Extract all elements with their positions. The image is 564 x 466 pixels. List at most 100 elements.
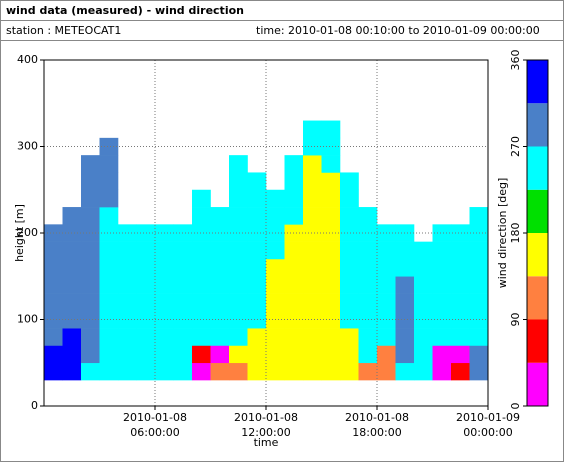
cell bbox=[432, 362, 452, 381]
cell bbox=[210, 258, 230, 277]
cell bbox=[321, 189, 341, 208]
cell bbox=[340, 362, 359, 381]
cell bbox=[62, 241, 82, 260]
cell bbox=[99, 155, 119, 173]
cell bbox=[358, 362, 378, 381]
cell bbox=[284, 293, 304, 312]
time-range: time: 2010-01-08 00:10:00 to 2010-01-09 … bbox=[256, 24, 540, 37]
cell bbox=[99, 189, 119, 208]
cell bbox=[44, 276, 63, 294]
x-tick-label: 2010-01-08 06:00:00 bbox=[123, 411, 187, 439]
y-tick-label: 100 bbox=[17, 313, 38, 326]
cell bbox=[99, 224, 119, 242]
cell bbox=[44, 345, 63, 364]
cell bbox=[340, 224, 359, 242]
cell bbox=[321, 137, 341, 156]
cell bbox=[451, 328, 470, 346]
colorbar-bin bbox=[527, 233, 548, 277]
cell bbox=[321, 276, 341, 294]
cell bbox=[432, 328, 452, 346]
cell bbox=[136, 362, 156, 381]
cell bbox=[266, 276, 285, 294]
cell bbox=[414, 328, 433, 346]
cell bbox=[136, 328, 156, 346]
cell bbox=[247, 189, 267, 208]
cell bbox=[451, 293, 470, 312]
cell bbox=[303, 241, 322, 260]
cell bbox=[99, 310, 119, 329]
cell bbox=[469, 224, 489, 242]
cell bbox=[469, 362, 489, 381]
cell bbox=[155, 293, 174, 312]
cell bbox=[173, 362, 193, 381]
cell bbox=[136, 276, 156, 294]
cell bbox=[303, 207, 322, 225]
colorbar-tick-label: 360 bbox=[509, 50, 522, 71]
cell bbox=[432, 310, 452, 329]
cell bbox=[247, 276, 267, 294]
cell bbox=[451, 310, 470, 329]
cell bbox=[136, 258, 156, 277]
cell bbox=[451, 362, 470, 381]
cell bbox=[118, 224, 137, 242]
cell bbox=[99, 293, 119, 312]
cell bbox=[432, 293, 452, 312]
cell bbox=[247, 293, 267, 312]
cell bbox=[118, 241, 137, 260]
cell bbox=[321, 224, 341, 242]
cell bbox=[340, 345, 359, 364]
cell bbox=[81, 224, 100, 242]
cell bbox=[118, 362, 137, 381]
cell bbox=[44, 258, 63, 277]
colorbar-bin bbox=[527, 276, 548, 320]
y-tick-label: 200 bbox=[17, 226, 38, 239]
cell bbox=[469, 258, 489, 277]
cell bbox=[173, 293, 193, 312]
cell bbox=[81, 258, 100, 277]
cell bbox=[321, 258, 341, 277]
cell bbox=[99, 345, 119, 364]
cell bbox=[99, 172, 119, 191]
cell bbox=[469, 241, 489, 260]
cell bbox=[451, 345, 470, 364]
cell bbox=[81, 328, 100, 346]
cell bbox=[192, 241, 211, 260]
cell bbox=[469, 328, 489, 346]
cell bbox=[377, 345, 396, 364]
cell bbox=[284, 189, 304, 208]
cell bbox=[303, 328, 322, 346]
cell bbox=[451, 276, 470, 294]
cell bbox=[136, 345, 156, 364]
cell bbox=[284, 276, 304, 294]
cell bbox=[99, 258, 119, 277]
cell bbox=[303, 293, 322, 312]
cell bbox=[395, 276, 415, 294]
cell bbox=[81, 362, 100, 381]
cell bbox=[229, 362, 248, 381]
cell bbox=[229, 224, 248, 242]
cell bbox=[173, 241, 193, 260]
cell bbox=[155, 328, 174, 346]
cell bbox=[247, 258, 267, 277]
cell bbox=[99, 207, 119, 225]
cell bbox=[173, 258, 193, 277]
cell bbox=[358, 224, 378, 242]
cell bbox=[210, 362, 230, 381]
cell bbox=[414, 241, 433, 260]
cell bbox=[155, 241, 174, 260]
cell bbox=[247, 224, 267, 242]
cell bbox=[432, 345, 452, 364]
cell bbox=[210, 328, 230, 346]
cell bbox=[229, 258, 248, 277]
cell bbox=[192, 207, 211, 225]
cell bbox=[377, 276, 396, 294]
cell bbox=[358, 258, 378, 277]
cell bbox=[266, 189, 285, 208]
cell bbox=[136, 241, 156, 260]
cell bbox=[321, 293, 341, 312]
cell bbox=[340, 172, 359, 191]
cell bbox=[377, 293, 396, 312]
cell bbox=[414, 362, 433, 381]
cell bbox=[321, 345, 341, 364]
cell bbox=[155, 276, 174, 294]
